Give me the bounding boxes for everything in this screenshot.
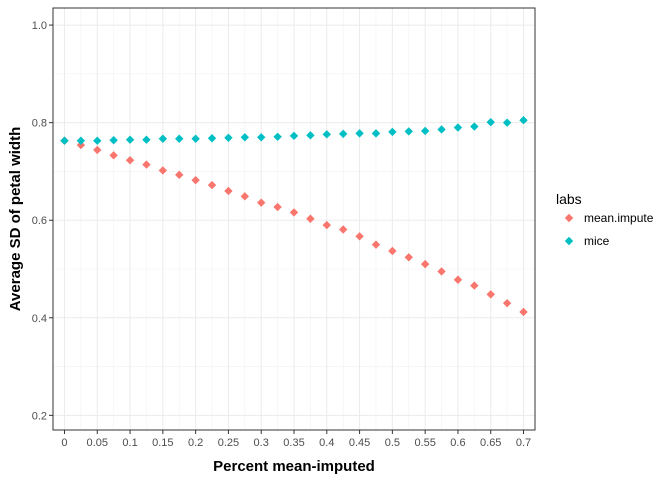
mean-impute-point <box>470 281 479 290</box>
x-tick-label: 0.55 <box>414 437 435 449</box>
mean-impute-point <box>502 298 512 308</box>
mice-point <box>93 136 102 145</box>
y-tick-label: 0.2 <box>32 410 47 422</box>
mean-impute-point <box>76 140 86 150</box>
mean-impute-point <box>93 145 102 155</box>
mean-impute-point <box>240 192 250 201</box>
mice-point <box>224 133 233 142</box>
y-axis: 0.2 0.4 0.6 0.8 1.0 <box>32 20 53 422</box>
mean-impute-point <box>125 156 135 165</box>
x-axis: 0 0.05 0.1 0.15 0.2 0.25 0.3 0.35 0.4 0.45 0.5 0.55… <box>61 430 531 449</box>
mice-point <box>371 129 381 138</box>
legend: labs mean.impute mice <box>556 191 654 248</box>
data-points <box>60 116 528 317</box>
mean-impute-point <box>453 275 463 284</box>
mice-point <box>355 129 364 138</box>
x-tick-label: 0.5 <box>385 437 400 449</box>
mean-impute-point <box>519 307 528 317</box>
mean-impute-point <box>175 170 184 180</box>
mean-impute-point <box>109 151 118 160</box>
mice-point <box>273 132 282 141</box>
mice-point <box>404 127 413 136</box>
mice-point <box>519 116 528 125</box>
mean-impute-point <box>273 202 282 212</box>
mice-point <box>486 117 495 127</box>
mice-point <box>191 134 200 143</box>
mean-impute-point <box>191 176 200 185</box>
mice-point <box>420 126 430 136</box>
mean-impute-point <box>257 198 266 207</box>
x-tick-label: 0.7 <box>516 437 531 449</box>
mice-point <box>125 135 135 144</box>
mean-impute-point <box>306 214 315 223</box>
mean-impute-point <box>420 259 430 269</box>
mice-point <box>109 136 118 145</box>
legend-title: labs <box>556 191 582 207</box>
mean-impute-point <box>437 267 446 276</box>
mice-point <box>142 135 151 144</box>
y-tick-label: 1.0 <box>32 20 47 32</box>
y-tick-label: 0.6 <box>32 215 47 227</box>
mean-impute-point <box>388 246 397 256</box>
x-tick-label: 0.4 <box>319 437 334 449</box>
mice-point <box>158 134 168 143</box>
legend-key-mean-impute <box>564 213 574 223</box>
legend-label-mean-impute: mean.impute <box>584 211 654 225</box>
mice-point <box>437 125 446 134</box>
mean-impute-point <box>371 240 381 249</box>
x-tick-label: 0.1 <box>122 437 137 449</box>
mice-point <box>322 130 331 139</box>
mean-impute-point <box>224 186 233 196</box>
mice-point <box>257 133 266 142</box>
x-axis-title: Percent mean-imputed <box>213 458 375 475</box>
x-tick-label: 0.2 <box>188 437 203 449</box>
x-tick-label: 0.45 <box>349 437 370 449</box>
mean-impute-point <box>404 253 413 262</box>
x-tick-label: 0.6 <box>450 437 465 449</box>
mice-point <box>175 134 184 143</box>
x-tick-label: 0.25 <box>218 437 239 449</box>
mice-point <box>453 123 463 132</box>
mice-point <box>207 134 217 143</box>
x-tick-label: 0.15 <box>152 437 173 449</box>
mean-impute-point <box>322 220 331 230</box>
mean-impute-point <box>338 225 348 234</box>
y-tick-label: 0.4 <box>32 313 47 325</box>
y-axis-title: Average SD of petal width <box>7 127 24 311</box>
mean-impute-point <box>355 232 364 241</box>
mice-point <box>76 136 86 145</box>
mice-point <box>502 118 512 127</box>
x-tick-label: 0.05 <box>87 437 108 449</box>
grid-lines <box>53 8 535 430</box>
mice-point <box>306 131 315 140</box>
x-tick-label: 0.3 <box>254 437 269 449</box>
mean-impute-point <box>289 208 299 217</box>
mean-impute-point <box>142 160 151 169</box>
mean-impute-point <box>158 166 168 175</box>
x-tick-label: 0.35 <box>283 437 304 449</box>
mean-impute-point <box>486 290 495 299</box>
legend-key-mice <box>564 236 574 246</box>
mice-point <box>240 133 250 142</box>
x-tick-label: 0.65 <box>480 437 501 449</box>
mice-point <box>338 129 348 139</box>
mice-point <box>388 127 397 137</box>
mice-point <box>470 122 479 131</box>
mice-point <box>289 131 299 141</box>
mean-impute-point <box>207 180 217 190</box>
x-tick-label: 0 <box>61 437 67 449</box>
legend-label-mice: mice <box>584 234 610 248</box>
y-tick-label: 0.8 <box>32 118 47 130</box>
mice-point <box>60 136 69 145</box>
